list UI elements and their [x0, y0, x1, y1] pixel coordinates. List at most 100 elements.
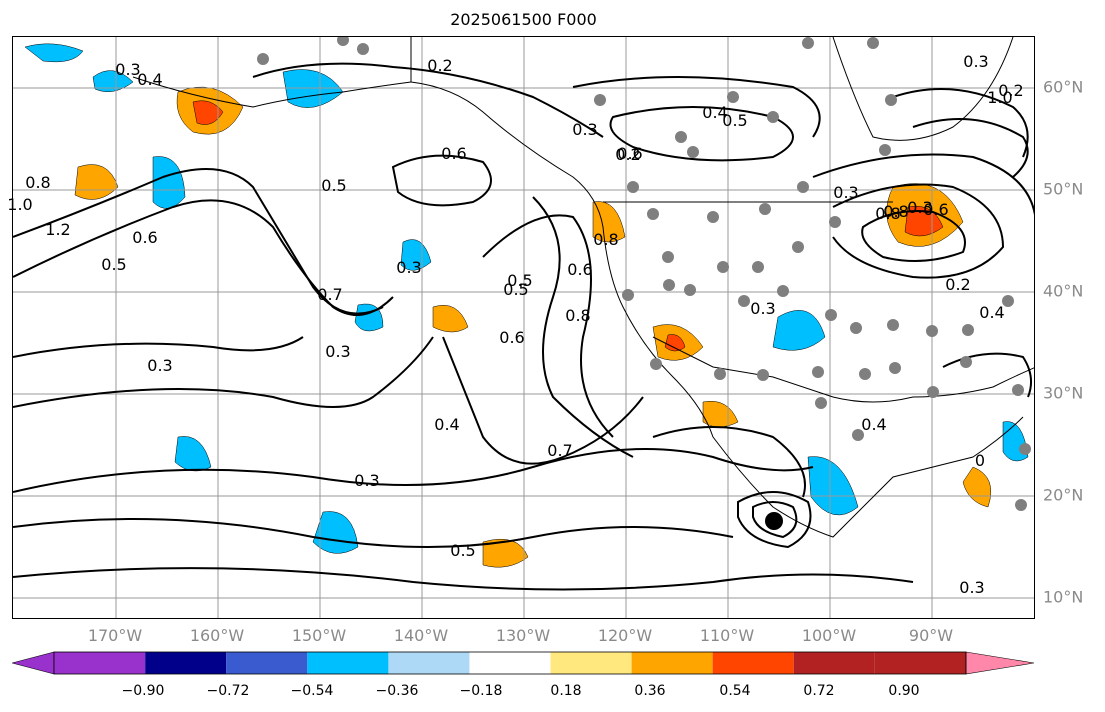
- graticule: [13, 37, 1034, 618]
- station-dot: [859, 368, 871, 380]
- station-dot: [662, 251, 674, 263]
- contour-line: [252, 62, 604, 138]
- contour-label: 0.2: [427, 56, 453, 75]
- contour-label: 0.3: [833, 183, 859, 202]
- contour-label: 0.4: [137, 70, 163, 89]
- blob-blue: [174, 436, 212, 472]
- station-dot: [777, 285, 789, 297]
- contour-line: [13, 518, 734, 548]
- lat-tick-label: 50°N: [1043, 179, 1084, 199]
- colorbar: [12, 651, 1035, 675]
- contour-line: [832, 183, 1005, 279]
- contour-line: [609, 106, 794, 162]
- contour-label: 1.2: [45, 220, 71, 239]
- colorbar-tick-label: −0.90: [121, 683, 165, 699]
- contour-label: 0.2: [615, 145, 641, 164]
- colorbar-tick-label: −0.18: [459, 683, 503, 699]
- station-markers: [257, 37, 1031, 511]
- station-dot: [812, 366, 824, 378]
- lon-tick-label: 110°W: [699, 626, 755, 645]
- lat-tick-label: 20°N: [1043, 485, 1084, 505]
- contour-label: 0.5: [503, 280, 529, 299]
- contour-line: [13, 336, 434, 408]
- station-dot: [627, 181, 639, 193]
- blob-orange: [592, 201, 626, 243]
- blob-blue: [92, 70, 134, 93]
- station-dot: [885, 94, 897, 106]
- contour-line: [737, 491, 812, 549]
- colorbar-segment: [712, 652, 794, 674]
- station-dot: [1012, 384, 1024, 396]
- station-dot: [815, 397, 827, 409]
- contour-label: 0.3: [147, 356, 173, 375]
- blob-orange: [482, 538, 529, 568]
- contour-label: 0.3: [963, 52, 989, 71]
- station-dot: [684, 284, 696, 296]
- blob-orange: [962, 466, 992, 508]
- lat-tick-label: 30°N: [1043, 383, 1084, 403]
- gulf-coast: [832, 367, 1034, 403]
- coastlines: [132, 37, 1034, 538]
- station-dot: [1019, 443, 1031, 455]
- station-dot: [738, 295, 750, 307]
- colorbar-tick-label: 0.18: [550, 683, 582, 699]
- contour-label: 0.5: [101, 255, 127, 274]
- station-dot: [962, 324, 974, 336]
- contour-label: 0.6: [567, 260, 593, 279]
- contour-label: 1.0: [7, 195, 33, 214]
- contour-label: 0.5: [450, 541, 476, 560]
- contour-label: 0.4: [979, 303, 1005, 322]
- station-dot: [759, 203, 771, 215]
- contour-line: [812, 153, 1034, 216]
- lat-tick-label: 60°N: [1043, 77, 1084, 97]
- blob-orange: [702, 400, 739, 428]
- colorbar-segment: [388, 652, 470, 674]
- station-dot: [663, 279, 675, 291]
- station-dot: [850, 322, 862, 334]
- station-dot: [357, 43, 369, 55]
- colorbar-tick-label: −0.36: [375, 683, 419, 699]
- station-dot: [757, 369, 769, 381]
- contour-label: 0.3: [907, 198, 933, 217]
- contour-label: 0.8: [565, 306, 591, 325]
- blob-red: [664, 334, 686, 352]
- contour-label: 0.2: [945, 275, 971, 294]
- station-dot: [714, 368, 726, 380]
- lon-tick-label: 160°W: [189, 626, 245, 645]
- storm-center-marker: [765, 512, 783, 530]
- blob-blue: [772, 310, 826, 351]
- colorbar-tick-label: 0.54: [719, 683, 751, 699]
- station-dot: [797, 181, 809, 193]
- blob-orange: [432, 305, 469, 333]
- contour-label: 0.6: [441, 144, 467, 163]
- shaded-anomalies: [24, 43, 1029, 568]
- contour-label: 0.3: [396, 258, 422, 277]
- station-dot: [707, 211, 719, 223]
- station-dot: [675, 131, 687, 143]
- contour-label: 0.6: [923, 200, 949, 219]
- colorbar-extend-high: [965, 651, 1035, 675]
- colorbar-tick-label: −0.54: [290, 683, 334, 699]
- contour-label: 0.3: [325, 342, 351, 361]
- contour-label: 0: [974, 451, 986, 470]
- lon-tick-label: 140°W: [393, 626, 449, 645]
- colorbar-segment: [631, 652, 713, 674]
- colorbar-segment: [874, 652, 966, 674]
- colorbar-segment: [145, 652, 227, 674]
- lat-tick-label: 10°N: [1043, 587, 1084, 607]
- contour-line: [861, 210, 966, 262]
- station-dot: [1002, 295, 1014, 307]
- station-dot: [687, 146, 699, 158]
- colorbar-tick-label: −0.72: [206, 683, 250, 699]
- station-dot: [622, 289, 634, 301]
- colorbar-segment: [307, 652, 389, 674]
- contour-label: 0.7: [547, 441, 573, 460]
- map-panel: [12, 36, 1035, 619]
- contour-label: 0.4: [434, 415, 460, 434]
- contour-label: 0.3: [354, 471, 380, 490]
- north-america-coast: [410, 37, 1024, 538]
- station-dot: [752, 261, 764, 273]
- contour-label: 0.3: [572, 120, 598, 139]
- contour-line: [652, 426, 806, 498]
- station-dot: [1015, 499, 1027, 511]
